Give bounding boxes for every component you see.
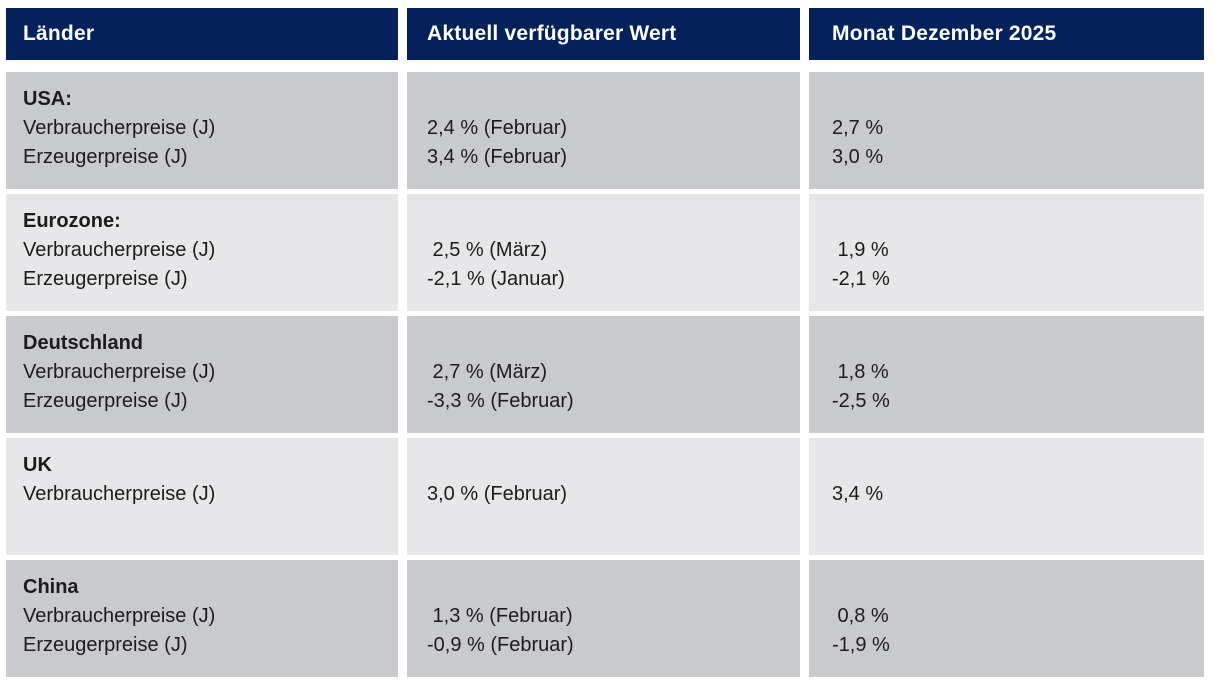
current-value-cell: 1,3 % (Februar) -0,9 % (Februar): [407, 560, 800, 677]
header-label-monat-dezember: Monat Dezember 2025: [832, 22, 1057, 45]
spacer-line: [427, 207, 800, 236]
table-row-eurozone: Eurozone: Verbraucherpreise (J) Erzeuger…: [6, 194, 1204, 311]
header-label-laender: Länder: [23, 22, 95, 45]
country-cell: Deutschland Verbraucherpreise (J) Erzeug…: [6, 316, 398, 433]
indicator-label: Erzeugerpreise (J): [23, 390, 188, 412]
current-value: 1,3 % (Februar): [427, 605, 573, 627]
header-cell-laender: Länder: [6, 8, 398, 60]
inflation-table: Länder Aktuell verfügbarer Wert Monat De…: [6, 8, 1204, 677]
december-value-cell: 0,8 % -1,9 %: [809, 560, 1204, 677]
december-value: 3,4 %: [832, 483, 884, 505]
country-name: UK: [23, 454, 52, 476]
december-value: [832, 509, 1204, 538]
current-value: [427, 509, 800, 538]
december-value: -2,5 %: [832, 390, 890, 412]
spacer-line: [427, 85, 800, 114]
indicator-label: Erzeugerpreise (J): [23, 268, 188, 290]
current-value: -3,3 % (Februar): [427, 390, 574, 412]
spacer-line: [427, 573, 800, 602]
current-value: 3,4 % (Februar): [427, 146, 568, 168]
indicator-label: [23, 509, 398, 538]
december-value: 2,7 %: [832, 117, 884, 139]
december-value-cell: 1,8 % -2,5 %: [809, 316, 1204, 433]
country-name: Deutschland: [23, 332, 144, 354]
header-label-aktueller-wert: Aktuell verfügbarer Wert: [427, 22, 677, 45]
december-value: 3,0 %: [832, 146, 884, 168]
current-value: -2,1 % (Januar): [427, 268, 565, 290]
spacer-line: [427, 329, 800, 358]
current-value: 2,5 % (März): [427, 239, 548, 261]
indicator-label: Verbraucherpreise (J): [23, 605, 216, 627]
current-value-cell: 3,0 % (Februar): [407, 438, 800, 555]
country-cell: USA: Verbraucherpreise (J) Erzeugerpreis…: [6, 72, 398, 189]
spacer-line: [832, 573, 1204, 602]
current-value-cell: 2,5 % (März) -2,1 % (Januar): [407, 194, 800, 311]
current-value-cell: 2,4 % (Februar) 3,4 % (Februar): [407, 72, 800, 189]
country-name: USA:: [23, 88, 72, 110]
country-name: Eurozone:: [23, 210, 121, 232]
december-value-cell: 1,9 % -2,1 %: [809, 194, 1204, 311]
country-name: China: [23, 576, 79, 598]
current-value: 2,4 % (Februar): [427, 117, 568, 139]
table-row-usa: USA: Verbraucherpreise (J) Erzeugerpreis…: [6, 72, 1204, 189]
december-value: 1,8 %: [832, 361, 889, 383]
spacer-line: [832, 451, 1204, 480]
header-cell-monat-dezember: Monat Dezember 2025: [809, 8, 1204, 60]
current-value-cell: 2,7 % (März) -3,3 % (Februar): [407, 316, 800, 433]
december-value: -1,9 %: [832, 634, 890, 656]
december-value: 1,9 %: [832, 239, 889, 261]
indicator-label: Verbraucherpreise (J): [23, 361, 216, 383]
spacer-line: [427, 451, 800, 480]
december-value-cell: 3,4 %: [809, 438, 1204, 555]
header-cell-aktueller-wert: Aktuell verfügbarer Wert: [407, 8, 800, 60]
current-value: -0,9 % (Februar): [427, 634, 574, 656]
indicator-label: Erzeugerpreise (J): [23, 634, 188, 656]
table-row-uk: UK Verbraucherpreise (J) 3,0 % (Februar)…: [6, 438, 1204, 555]
spacer-line: [832, 329, 1204, 358]
country-cell: Eurozone: Verbraucherpreise (J) Erzeuger…: [6, 194, 398, 311]
december-value: 0,8 %: [832, 605, 889, 627]
table-header-row: Länder Aktuell verfügbarer Wert Monat De…: [6, 8, 1204, 60]
table-row-china: China Verbraucherpreise (J) Erzeugerprei…: [6, 560, 1204, 677]
indicator-label: Verbraucherpreise (J): [23, 239, 216, 261]
indicator-label: Verbraucherpreise (J): [23, 483, 216, 505]
table-row-deutschland: Deutschland Verbraucherpreise (J) Erzeug…: [6, 316, 1204, 433]
current-value: 2,7 % (März): [427, 361, 548, 383]
current-value: 3,0 % (Februar): [427, 483, 568, 505]
country-cell: China Verbraucherpreise (J) Erzeugerprei…: [6, 560, 398, 677]
december-value: -2,1 %: [832, 268, 890, 290]
indicator-label: Erzeugerpreise (J): [23, 146, 188, 168]
december-value-cell: 2,7 % 3,0 %: [809, 72, 1204, 189]
spacer-line: [832, 85, 1204, 114]
indicator-label: Verbraucherpreise (J): [23, 117, 216, 139]
country-cell: UK Verbraucherpreise (J): [6, 438, 398, 555]
spacer-line: [832, 207, 1204, 236]
